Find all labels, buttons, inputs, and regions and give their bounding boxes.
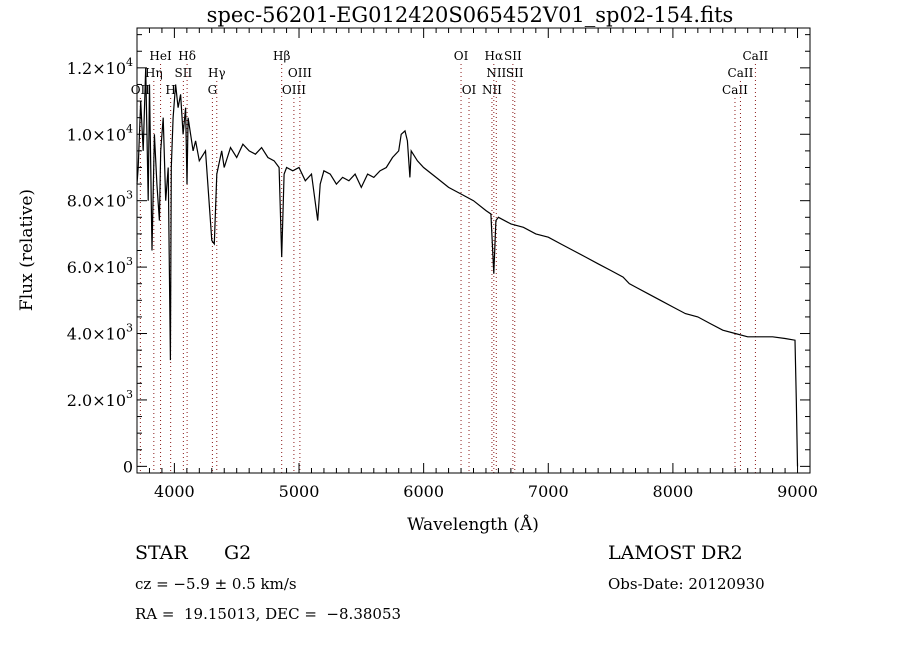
line-marker-label: OII (131, 83, 151, 97)
line-marker-label: Hβ (273, 49, 290, 63)
line-marker-label: OIII (288, 66, 312, 80)
line-marker-label: NII (486, 66, 506, 80)
survey-name: LAMOST DR2 (608, 542, 743, 564)
line-marker-label: Hα (485, 49, 504, 63)
spectrum-line (136, 67, 799, 467)
line-marker-label: CaII (742, 49, 768, 63)
y-axis-label: Flux (relative) (17, 189, 37, 311)
x-axis-label: Wavelength (Å) (407, 514, 539, 535)
y-tick-label: 0 (123, 457, 133, 476)
line-marker-label: Hδ (178, 49, 196, 63)
y-tick-label: 2.0×103 (67, 388, 133, 410)
line-marker-label: G (208, 83, 218, 97)
line-marker-label: H (165, 83, 175, 97)
y-tick-label: 8.0×103 (67, 189, 133, 211)
object-class: STAR (135, 542, 188, 564)
x-tick-label: 5000 (279, 482, 320, 501)
line-marker-label: SII (506, 66, 524, 80)
y-tick-label: 1.0×104 (67, 122, 133, 144)
line-marker-label: OIII (282, 83, 306, 97)
x-tick-label: 4000 (154, 482, 195, 501)
x-tick-label: 7000 (528, 482, 569, 501)
line-marker-label: CaII (728, 66, 754, 80)
y-tick-label: 6.0×103 (67, 255, 133, 277)
line-marker-label: NII (482, 83, 502, 97)
line-marker-label: CaII (722, 83, 748, 97)
line-marker-label: Hη (145, 66, 163, 80)
redshift-cz: cz = −5.9 ± 0.5 km/s (135, 575, 297, 593)
x-tick-label: 8000 (653, 482, 694, 501)
line-marker-label: OI (462, 83, 477, 97)
coordinates: RA = 19.15013, DEC = −8.38053 (135, 605, 402, 623)
object-subclass: G2 (224, 542, 252, 564)
y-tick-label: 1.2×104 (67, 56, 133, 78)
y-tick-label: 4.0×103 (67, 322, 133, 344)
chart-title: spec-56201-EG012420S065452V01_sp02-154.f… (207, 3, 734, 27)
line-marker-label: OI (454, 49, 469, 63)
line-marker-label: Hγ (208, 66, 226, 80)
x-tick-label: 9000 (777, 482, 818, 501)
line-marker-label: HeI (149, 49, 172, 63)
obs-date: Obs-Date: 20120930 (608, 575, 765, 593)
x-tick-label: 6000 (403, 482, 444, 501)
line-marker-label: SII (175, 66, 193, 80)
line-marker-label: SII (504, 49, 522, 63)
